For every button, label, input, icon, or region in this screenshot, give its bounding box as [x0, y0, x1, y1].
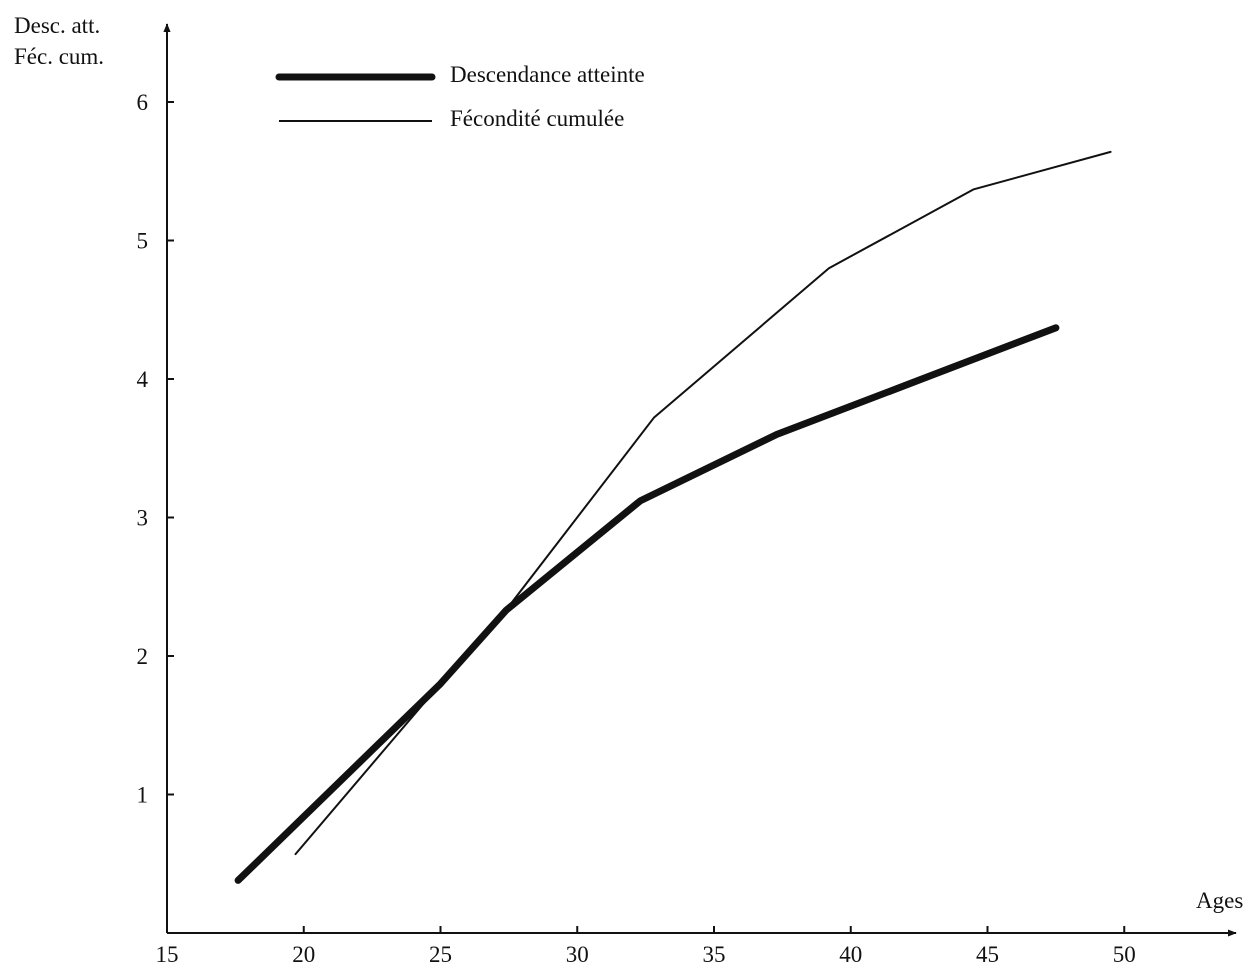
- y-tick-label: 1: [137, 783, 149, 808]
- x-tick-label: 25: [429, 942, 452, 967]
- legend-label-descendance-atteinte: Descendance atteinte: [450, 62, 645, 87]
- series-group: [234, 150, 1112, 884]
- y-tick-label: 4: [137, 367, 149, 392]
- y-tick-label: 5: [137, 229, 149, 254]
- x-tick-label: 40: [839, 942, 862, 967]
- legend: Descendance atteinte Fécondité cumulée: [275, 62, 645, 131]
- x-tick-label: 35: [703, 942, 726, 967]
- x-axis-label: Ages: [1196, 888, 1243, 913]
- legend-label-fecondite-cumulee: Fécondité cumulée: [450, 106, 624, 131]
- x-ticks: 15 20 25 30 35 40 45 50: [156, 926, 1136, 967]
- x-tick-label: 50: [1113, 942, 1136, 967]
- y-ticks: 1 2 3 4 5 6: [137, 90, 174, 808]
- y-tick-label: 2: [137, 644, 149, 669]
- y-tick-label: 6: [137, 90, 149, 115]
- y-axis-label-line-2: Féc. cum.: [14, 44, 104, 69]
- y-tick-label: 3: [137, 506, 149, 531]
- y-axis-label-line-1: Desc. att.: [14, 13, 100, 38]
- x-tick-label: 45: [976, 942, 999, 967]
- x-tick-label: 15: [156, 942, 179, 967]
- series-line-descendance-atteinte: [234, 324, 1060, 884]
- axes: [163, 23, 1237, 937]
- series-line-fecondite-cumulee: [294, 150, 1112, 856]
- x-tick-label: 30: [566, 942, 589, 967]
- x-tick-label: 20: [292, 942, 315, 967]
